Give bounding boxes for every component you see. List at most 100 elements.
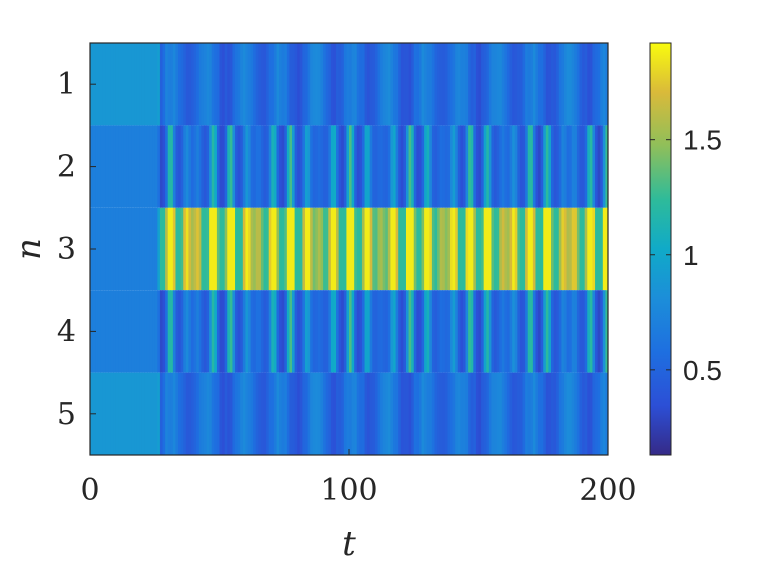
heatmap-cell — [372, 125, 376, 208]
heatmap-cell — [514, 43, 518, 126]
heatmap-cell — [395, 372, 399, 455]
heatmap-cell — [279, 43, 283, 126]
heatmap-cell — [569, 43, 573, 126]
heatmap-cell — [235, 125, 239, 208]
heatmap-cell — [307, 372, 311, 455]
heatmap-cell — [128, 372, 133, 455]
heatmap-cell — [110, 372, 114, 455]
heatmap-cell — [356, 43, 360, 126]
heatmap-cell — [506, 125, 511, 208]
heatmap-cell — [377, 372, 381, 455]
heatmap-cell — [566, 207, 570, 291]
heatmap-cell — [175, 43, 179, 126]
heatmap-cell — [240, 207, 244, 291]
heatmap-cell — [483, 290, 487, 373]
heatmap-cell — [390, 207, 394, 291]
heatmap-cell — [418, 43, 423, 126]
heatmap-cell — [310, 207, 314, 291]
heatmap-cell — [237, 43, 241, 126]
heatmap-cell — [587, 372, 591, 455]
heatmap-cell — [548, 207, 552, 291]
heatmap-cell — [470, 207, 474, 291]
heatmap-cell — [556, 372, 560, 455]
heatmap-cell — [323, 372, 327, 455]
heatmap-cell — [136, 372, 140, 455]
heatmap-cell — [579, 207, 583, 291]
heatmap-cell — [139, 43, 143, 126]
heatmap-cell — [157, 207, 161, 291]
y-tick-label: 4 — [57, 314, 76, 349]
heatmap-cell — [385, 372, 389, 455]
heatmap-cell — [266, 125, 270, 208]
heatmap-cell — [543, 290, 547, 373]
heatmap-cell — [258, 125, 262, 208]
heatmap-cell — [491, 125, 495, 208]
heatmap-cell — [328, 372, 332, 455]
heatmap-cell — [346, 372, 350, 455]
heatmap-cell — [382, 372, 386, 455]
heatmap-cell — [183, 43, 187, 126]
heatmap-cell — [426, 125, 430, 208]
heatmap-cell — [437, 43, 441, 126]
heatmap-cell — [592, 125, 596, 208]
heatmap-cell — [328, 207, 332, 291]
heatmap-cell — [395, 290, 399, 373]
heatmap-cell — [134, 290, 138, 373]
heatmap-cell — [421, 125, 425, 208]
heatmap-cell — [491, 290, 495, 373]
heatmap-cell — [219, 372, 223, 455]
heatmap-cell — [359, 207, 363, 291]
heatmap-cell — [447, 125, 451, 208]
heatmap-cell — [175, 125, 179, 208]
heatmap-cell — [496, 372, 500, 455]
heatmap-cell — [367, 43, 371, 126]
heatmap-cell — [556, 125, 560, 208]
heatmap-cell — [589, 43, 594, 126]
heatmap-cell — [105, 43, 109, 126]
heatmap-cell — [284, 372, 288, 455]
heatmap-cell — [525, 372, 529, 455]
heatmap-row-3 — [90, 207, 608, 291]
heatmap-cell — [408, 372, 412, 455]
heatmap-cell — [460, 43, 464, 126]
heatmap-cell — [455, 207, 459, 291]
heatmap-cell — [253, 372, 257, 455]
heatmap-cell — [478, 207, 482, 291]
heatmap-cell — [475, 43, 480, 126]
heatmap-cell — [201, 207, 205, 291]
heatmap-cell — [206, 290, 210, 373]
heatmap-cell — [481, 372, 485, 455]
heatmap-cell — [266, 290, 270, 373]
heatmap-cell — [102, 372, 107, 455]
heatmap-cell — [185, 372, 190, 455]
heatmap-cell — [530, 290, 534, 373]
heatmap-cell — [191, 125, 195, 208]
heatmap-cell — [486, 207, 490, 291]
heatmap-cell — [361, 125, 366, 208]
heatmap-cell — [250, 207, 254, 291]
heatmap-cell — [447, 43, 451, 126]
heatmap-cell — [141, 290, 145, 373]
heatmap-cell — [374, 290, 379, 373]
heatmap-cell — [167, 43, 171, 126]
heatmap-cell — [514, 290, 518, 373]
heatmap-cell — [405, 43, 410, 126]
heatmap-cell — [385, 125, 389, 208]
heatmap-cell — [149, 43, 153, 126]
heatmap-cell — [97, 290, 101, 373]
heatmap-cell — [165, 207, 169, 291]
heatmap-cell — [222, 290, 226, 373]
heatmap-cell — [100, 125, 104, 208]
heatmap-cell — [123, 125, 127, 208]
heatmap-cell — [349, 372, 353, 455]
heatmap-cell — [527, 372, 531, 455]
heatmap-cell — [154, 43, 158, 126]
heatmap-cell — [126, 125, 130, 208]
heatmap-cell — [279, 290, 283, 373]
heatmap-cell — [224, 125, 228, 208]
heatmap-cell — [209, 290, 213, 373]
x-axis-ticks: 0 100 200 — [80, 449, 637, 508]
heatmap-cell — [530, 207, 534, 291]
heatmap-cell — [141, 207, 145, 291]
colorbar — [649, 42, 672, 456]
